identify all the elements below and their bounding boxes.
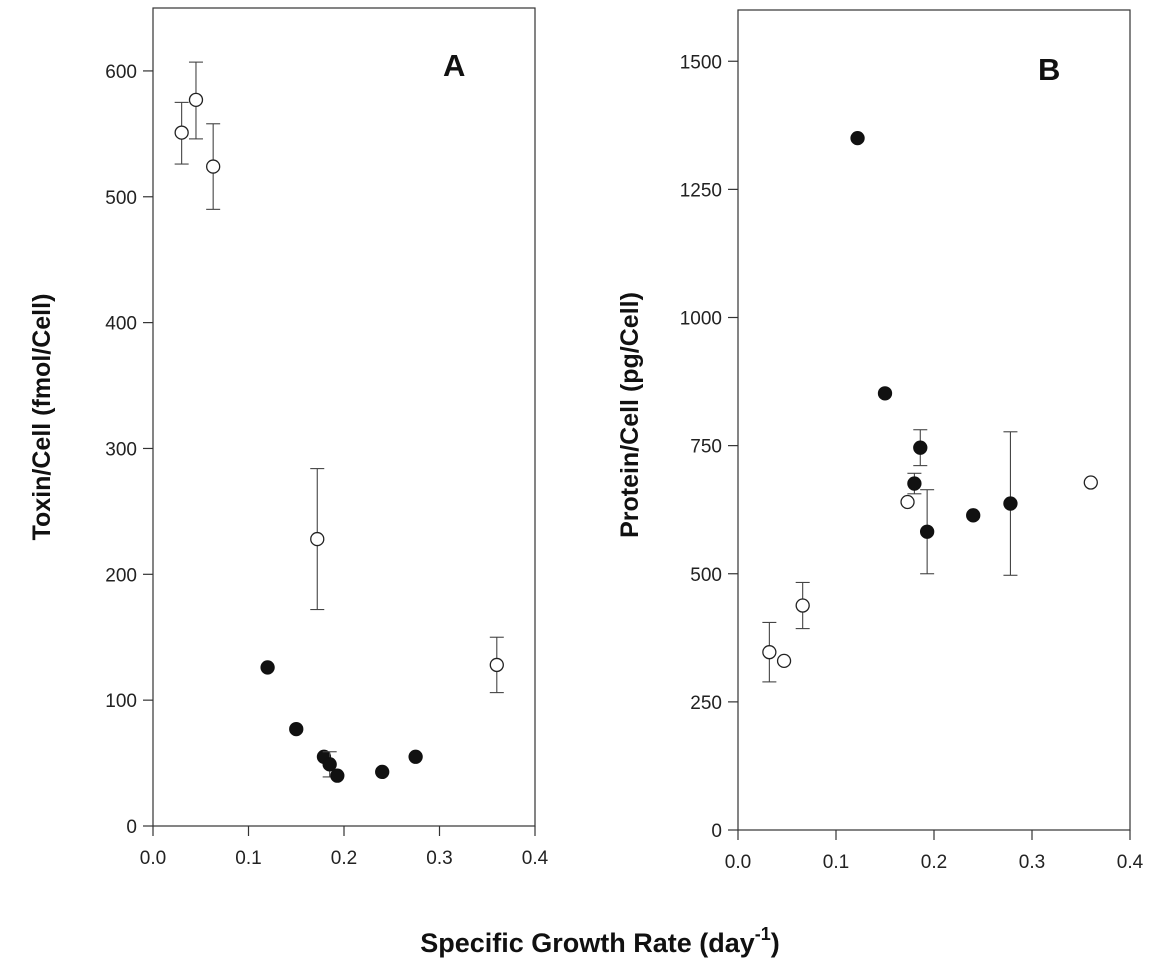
y-tick-label: 0 bbox=[126, 817, 137, 838]
x-tick-label: 0.2 bbox=[921, 852, 947, 873]
filled-circle-point bbox=[877, 386, 893, 401]
x-tick-label: 0.2 bbox=[331, 848, 357, 869]
filled-circle-point bbox=[966, 508, 981, 523]
y-tick-label: 1500 bbox=[680, 52, 722, 73]
filled-circle-point bbox=[375, 764, 390, 780]
x-tick-label: 0.3 bbox=[1019, 852, 1045, 873]
x-tick-label: 0.1 bbox=[823, 852, 849, 873]
panel-b-y-ticks: 0 250 500 750 1000 1250 1500 bbox=[680, 52, 738, 842]
filled-circle-point bbox=[408, 749, 423, 764]
y-tick-label: 0 bbox=[711, 821, 722, 842]
panel-a-points bbox=[174, 61, 504, 783]
y-tick-label: 400 bbox=[105, 314, 137, 335]
open-circle-point bbox=[1083, 475, 1098, 490]
filled-circle-point bbox=[907, 476, 922, 491]
y-tick-label: 1000 bbox=[680, 309, 722, 330]
x-tick-label: 0.3 bbox=[426, 848, 452, 869]
panel-b-points bbox=[762, 130, 1098, 683]
open-circle-point bbox=[795, 598, 810, 613]
x-axis-label-exponent: -1 bbox=[755, 924, 771, 944]
open-circle-point bbox=[188, 92, 204, 108]
open-circle-point bbox=[489, 657, 504, 673]
filled-circle-point bbox=[919, 524, 935, 539]
filled-circle-point bbox=[913, 440, 928, 455]
x-tick-label: 0.4 bbox=[522, 848, 549, 869]
filled-circle-point bbox=[850, 130, 865, 146]
x-tick-label: 0.4 bbox=[1117, 852, 1144, 873]
x-axis-label-suffix: ) bbox=[771, 928, 780, 958]
open-circle-point bbox=[174, 125, 189, 140]
filled-circle-point bbox=[1003, 496, 1018, 511]
y-tick-label: 500 bbox=[690, 565, 722, 586]
panel-b-label: B bbox=[1038, 52, 1060, 87]
panel-b: B Protein/Cell (pg/Cell) 0.0 0.1 0.2 0.3 0.4… bbox=[616, 9, 1144, 873]
x-tick-label: 0.0 bbox=[725, 852, 751, 873]
open-circle-point bbox=[310, 531, 325, 547]
panel-a-y-ticks: 0 100 200 300 400 500 600 bbox=[105, 62, 153, 838]
panel-a-x-ticks: 0.0 0.1 0.2 0.3 0.4 bbox=[140, 826, 549, 869]
panel-b-y-axis-label: Protein/Cell (pg/Cell) bbox=[616, 292, 644, 538]
y-tick-label: 100 bbox=[105, 691, 137, 712]
panel-a-frame bbox=[152, 7, 536, 827]
open-circle-point bbox=[776, 653, 792, 669]
panel-a: A Toxin/Cell (fmol/Cell) 0.0 0.1 0.2 0.3 0.4… bbox=[28, 7, 549, 869]
y-tick-label: 500 bbox=[105, 188, 137, 209]
x-tick-label: 0.1 bbox=[235, 848, 261, 869]
panel-b-x-ticks: 0.0 0.1 0.2 0.3 0.4 bbox=[725, 830, 1144, 873]
filled-circle-point bbox=[260, 660, 275, 675]
y-tick-label: 250 bbox=[690, 693, 722, 714]
y-tick-label: 200 bbox=[105, 565, 137, 586]
y-tick-label: 300 bbox=[105, 439, 137, 460]
y-tick-label: 600 bbox=[105, 62, 137, 83]
x-tick-label: 0.0 bbox=[140, 848, 166, 869]
y-tick-label: 1250 bbox=[680, 180, 722, 201]
panel-b-frame bbox=[737, 9, 1131, 831]
open-circle-point bbox=[762, 645, 777, 660]
panel-a-y-axis-label: Toxin/Cell (fmol/Cell) bbox=[28, 294, 56, 541]
open-circle-point bbox=[900, 494, 915, 510]
filled-circle-point bbox=[330, 768, 345, 783]
open-circle-point bbox=[206, 159, 221, 174]
x-axis-label-text: Specific Growth Rate (day bbox=[420, 928, 755, 958]
x-axis-label: Specific Growth Rate (day-1) bbox=[420, 924, 780, 958]
filled-circle-point bbox=[289, 721, 304, 737]
y-tick-label: 750 bbox=[690, 437, 722, 458]
filled-circle-point bbox=[322, 757, 337, 772]
panel-a-label: A bbox=[443, 48, 465, 83]
